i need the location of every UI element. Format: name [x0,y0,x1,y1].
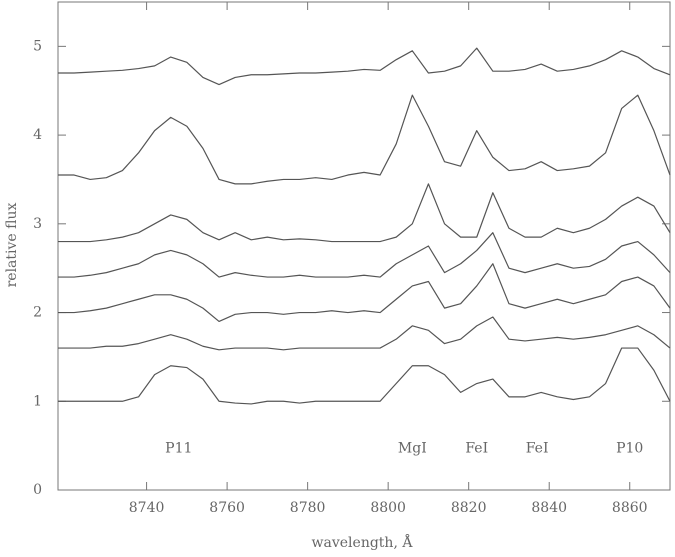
y-tick-label: 0 [33,482,42,498]
spectrum-line [58,316,671,351]
spectrum-line [58,263,671,323]
line-annotation: FeI [465,440,488,456]
x-tick-label: 8800 [370,500,406,516]
x-tick-label: 8740 [129,500,165,516]
spectrum-line [58,232,671,278]
spectrum-line [58,347,671,405]
spectrum-line [58,47,671,86]
spectrum-line [58,183,671,243]
y-tick-label: 1 [33,393,42,409]
line-annotation: P10 [616,440,643,456]
x-tick-label: 8860 [612,500,648,516]
y-tick-label: 5 [33,38,42,54]
y-tick-label: 4 [33,127,42,143]
line-annotation: MgI [398,440,427,456]
line-annotation: FeI [526,440,549,456]
x-tick-label: 8780 [290,500,326,516]
line-annotation: P11 [165,440,192,456]
y-axis-label: relative flux [4,203,20,288]
x-tick-label: 8820 [451,500,487,516]
x-tick-label: 8760 [209,500,245,516]
plot-frame [57,1,671,491]
x-axis-label: wavelength, Å [312,533,414,551]
x-tick-label: 8840 [531,500,567,516]
y-tick-label: 3 [33,216,42,232]
spectrum-line [58,94,671,185]
y-tick-label: 2 [33,305,42,321]
